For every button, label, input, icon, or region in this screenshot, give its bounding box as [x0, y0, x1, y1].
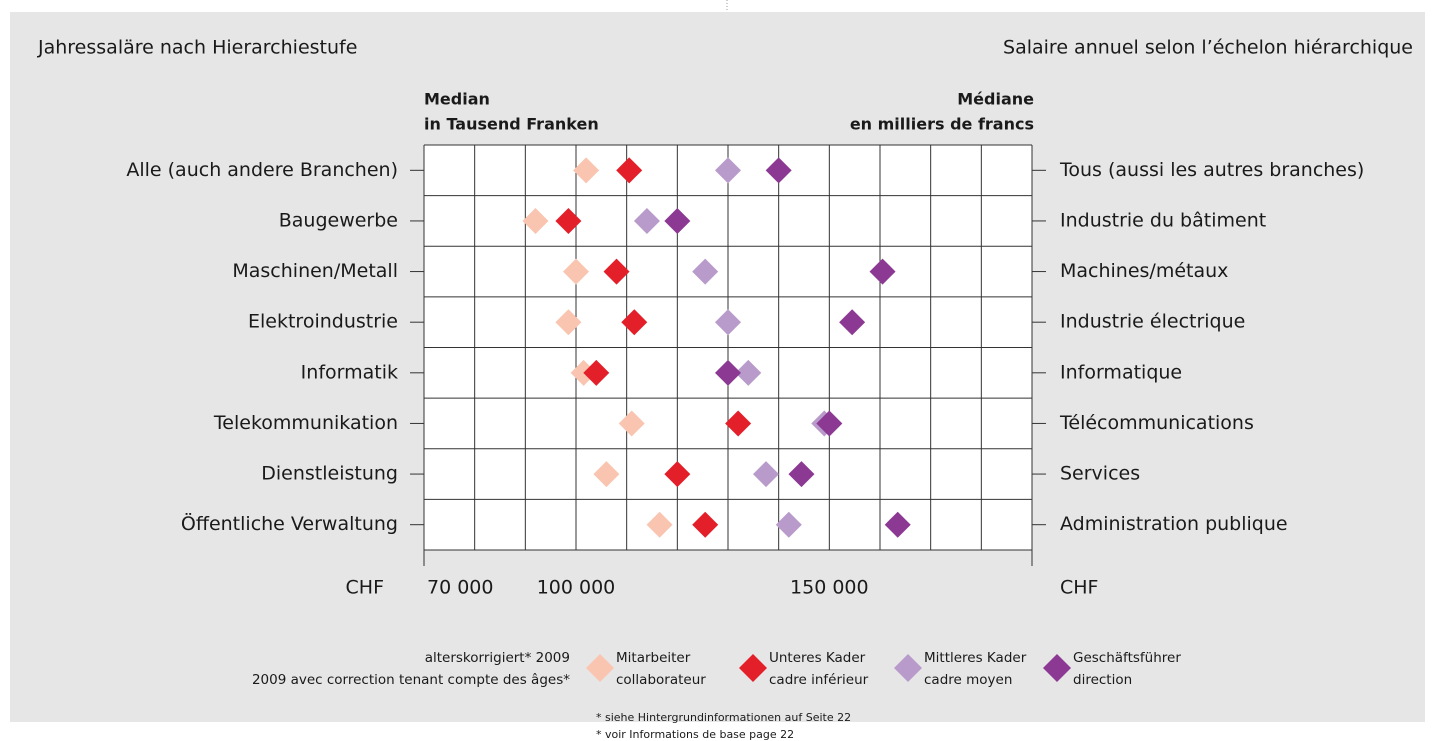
axis-label: Median [424, 90, 490, 109]
legend-label-fr: cadre inférieur [769, 672, 869, 688]
axis-label-fr: en milliers de francs [850, 115, 1034, 134]
legend-label: Mitarbeiter [616, 650, 691, 666]
dot [593, 461, 620, 488]
dot [735, 359, 762, 386]
dot [522, 207, 549, 234]
x-tick-label: 150 000 [790, 577, 869, 599]
chart-title-fr: Salaire annuel selon l’échelon hiérarchi… [1003, 37, 1413, 59]
dot [869, 258, 896, 285]
legend-marker [1043, 654, 1071, 682]
axis-label-fr: Médiane [957, 90, 1034, 109]
dot [583, 359, 610, 386]
category-label-fr: Machines/métaux [1060, 260, 1228, 282]
x-tick-label: 70 000 [427, 577, 493, 599]
dot [618, 410, 645, 437]
category-label-fr: Services [1060, 463, 1140, 485]
legend-label-fr: collaborateur [616, 672, 706, 688]
legend-label: Unteres Kader [769, 650, 866, 666]
legend-marker [739, 654, 767, 682]
category-label: Elektroindustrie [248, 311, 398, 333]
dot [816, 410, 843, 437]
dot [884, 511, 911, 538]
category-label: Dienstleistung [261, 463, 398, 485]
category-label: Öffentliche Verwaltung [181, 512, 398, 535]
dot [555, 309, 582, 336]
category-label-fr: Télécommunications [1059, 412, 1254, 434]
dot [725, 410, 752, 437]
dot [839, 309, 866, 336]
dot [788, 461, 815, 488]
category-label: Maschinen/Metall [232, 260, 398, 282]
legend-title: alterskorrigiert* 2009 [425, 650, 570, 666]
dot [603, 258, 630, 285]
footnote: * siehe Hintergrundinformationen auf Sei… [596, 711, 851, 724]
category-label-fr: Informatique [1060, 361, 1182, 383]
footnote: * voir Informations de base page 22 [596, 728, 794, 741]
axis-label: in Tausend Franken [424, 115, 599, 134]
dot [616, 157, 643, 184]
category-label-fr: Administration publique [1060, 513, 1288, 535]
dot [753, 461, 779, 488]
dot [765, 157, 792, 184]
dot [633, 207, 660, 234]
category-label: Baugewerbe [279, 209, 398, 231]
legend-label: Mittleres Kader [924, 650, 1027, 666]
legend-marker [894, 654, 922, 682]
legend-label-fr: cadre moyen [924, 672, 1012, 688]
dot [664, 207, 691, 234]
chart-title: Jahressaläre nach Hierarchiestufe [37, 37, 357, 59]
x-tick-label: 100 000 [537, 577, 616, 599]
x-unit: CHF [346, 577, 384, 599]
dot [775, 511, 802, 538]
legend-title: 2009 avec correction tenant compte des â… [252, 672, 570, 688]
legend-marker [586, 654, 614, 682]
dot [573, 157, 600, 184]
category-label: Informatik [301, 361, 398, 383]
legend-label: Geschäftsführer [1073, 650, 1181, 666]
category-label: Telekommunikation [213, 412, 398, 434]
category-label-fr: Industrie du bâtiment [1060, 209, 1266, 231]
dot [715, 309, 741, 336]
category-label-fr: Industrie électrique [1060, 311, 1245, 333]
dot [555, 207, 582, 234]
dot [646, 511, 673, 538]
dot [715, 359, 741, 386]
dot [664, 461, 691, 488]
category-label-fr: Tous (aussi les autres branches) [1059, 159, 1364, 181]
category-label: Alle (auch andere Branchen) [126, 159, 398, 181]
dot [715, 157, 741, 184]
dot [692, 258, 719, 285]
legend-label-fr: direction [1073, 672, 1132, 688]
dot [692, 511, 719, 538]
dot [621, 309, 648, 336]
dot [563, 258, 589, 285]
x-unit-fr: CHF [1060, 577, 1098, 599]
